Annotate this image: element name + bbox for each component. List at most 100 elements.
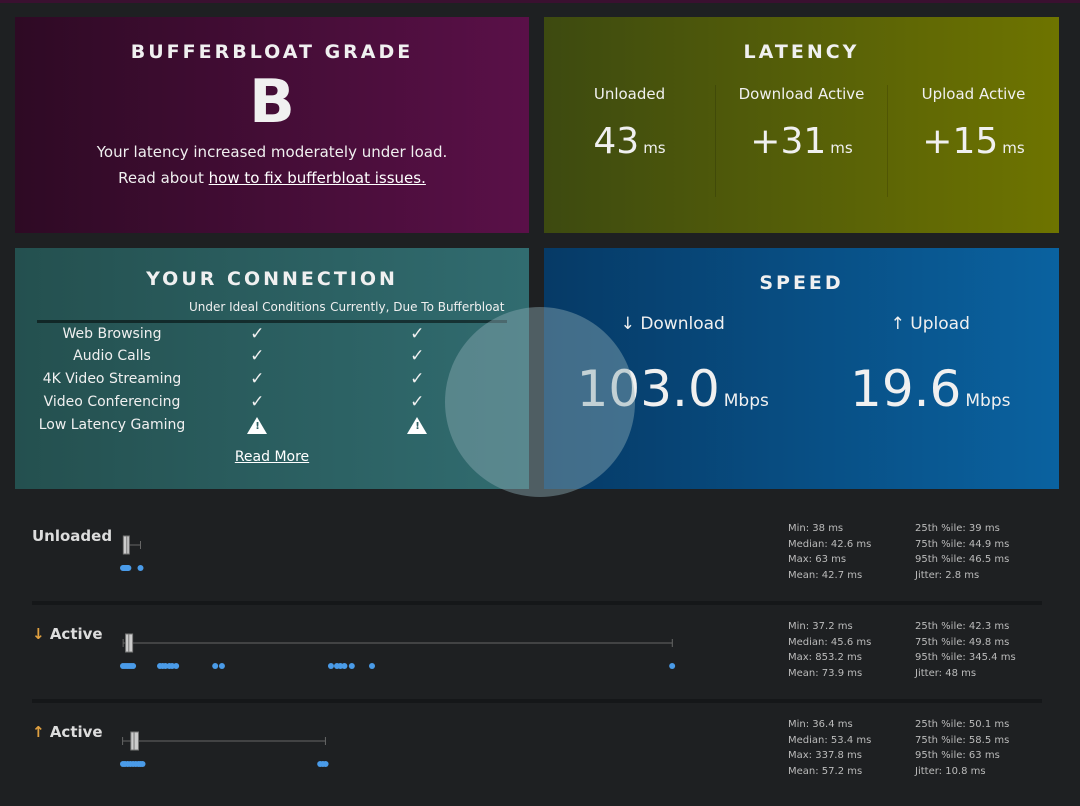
stat-p25: 25th %ile: 50.1 ms bbox=[915, 719, 1010, 730]
latency-detail-row: Unloaded Min: 38 ms 25th %ile: 39 ms Media… bbox=[32, 505, 1042, 603]
stat-p75: 75th %ile: 44.9 ms bbox=[915, 538, 1010, 550]
row-label: Unloaded bbox=[32, 527, 113, 545]
latency-detail-row: ↓ Active Min: 37.2 ms 25th %ile: 42.3 ms M… bbox=[32, 603, 1042, 701]
stat-min: Min: 37.2 ms bbox=[788, 621, 853, 632]
latency-download-active: Download Active +31 ms bbox=[715, 85, 887, 197]
connection-title: YOUR CONNECTION bbox=[146, 268, 398, 290]
check-icon: ✓ bbox=[250, 369, 265, 389]
download-value: 103.0 bbox=[576, 360, 720, 418]
stat-median: Median: 53.4 ms bbox=[788, 734, 872, 746]
download-label: ↓ Download bbox=[620, 314, 725, 334]
interquartile-box bbox=[130, 731, 139, 751]
check-icon: ✓ bbox=[410, 369, 425, 389]
check-icon: ✓ bbox=[250, 346, 265, 366]
stat-p25: 25th %ile: 42.3 ms bbox=[915, 621, 1010, 632]
sample-dot bbox=[369, 663, 376, 669]
stat-max: Max: 63 ms bbox=[788, 554, 847, 565]
col-ideal: Under Ideal Conditions bbox=[187, 300, 328, 323]
warning-icon: ! bbox=[407, 416, 428, 434]
latency-label: Unloaded bbox=[593, 85, 666, 103]
connection-row: Audio Calls ✓ ✓ bbox=[37, 345, 507, 368]
latency-box-plot bbox=[120, 535, 144, 571]
sample-dot bbox=[212, 663, 219, 669]
stat-mean: Mean: 42.7 ms bbox=[788, 569, 863, 581]
grade-message: Your latency increased moderately under … bbox=[96, 143, 448, 161]
latency-unit: ms bbox=[830, 139, 853, 157]
latency-card: LATENCY Unloaded 43 ms Download Active +31 m… bbox=[544, 17, 1059, 233]
check-icon: ✓ bbox=[410, 392, 425, 412]
row-label: Active bbox=[49, 723, 103, 741]
activity-name: Audio Calls bbox=[73, 348, 151, 364]
stat-p95: 95th %ile: 46.5 ms bbox=[915, 554, 1010, 565]
latency-title: LATENCY bbox=[743, 41, 860, 63]
sample-dot bbox=[125, 565, 132, 571]
stat-min: Min: 36.4 ms bbox=[788, 719, 853, 730]
connection-row: Low Latency Gaming!! bbox=[37, 414, 507, 437]
latency-detail-row: ↑ Active Min: 36.4 ms 25th %ile: 50.1 ms M… bbox=[32, 701, 1042, 799]
sample-dot bbox=[322, 761, 329, 767]
row-divider bbox=[32, 699, 1042, 703]
read-more-link[interactable]: Read More bbox=[234, 448, 310, 465]
sample-dot bbox=[130, 663, 137, 669]
activity-name: Web Browsing bbox=[62, 325, 162, 342]
activity-name: Video Conferencing bbox=[43, 394, 181, 410]
upload-unit: Mbps bbox=[965, 391, 1011, 411]
latency-unit: ms bbox=[1002, 139, 1025, 157]
speed-title: SPEED bbox=[759, 272, 844, 294]
latency-value: 43 bbox=[593, 121, 640, 162]
upload-value: 19.6 bbox=[850, 360, 962, 418]
read-about-text: Read about bbox=[118, 169, 209, 187]
stat-p75: 75th %ile: 58.5 ms bbox=[915, 734, 1010, 746]
activity-name: 4K Video Streaming bbox=[42, 371, 182, 387]
sample-dot bbox=[327, 663, 334, 669]
your-connection-card: YOUR CONNECTION Under Ideal Conditions Cu… bbox=[15, 248, 529, 489]
direction-arrow: ↑ bbox=[32, 723, 45, 741]
sample-dot bbox=[137, 565, 144, 571]
stat-max: Max: 337.8 ms bbox=[788, 750, 862, 761]
speed-card: SPEED ↓ Download 103.0 Mbps ↑ Upload 19.6 Mb… bbox=[544, 248, 1059, 489]
connection-table: Under Ideal Conditions Currently, Due To … bbox=[37, 300, 507, 437]
sample-dot bbox=[348, 663, 355, 669]
check-icon: ✓ bbox=[410, 346, 425, 366]
latency-label: Download Active bbox=[738, 85, 865, 103]
warning-icon: ! bbox=[247, 416, 268, 434]
direction-arrow: ↓ bbox=[32, 625, 45, 643]
grade-letter: B bbox=[249, 67, 295, 137]
check-icon: ✓ bbox=[410, 323, 425, 344]
stat-jitter: Jitter: 10.8 ms bbox=[915, 765, 986, 777]
download-unit: Mbps bbox=[723, 391, 769, 411]
stat-p75: 75th %ile: 49.8 ms bbox=[915, 636, 1010, 648]
top-bar bbox=[0, 0, 1080, 3]
stat-p25: 25th %ile: 39 ms bbox=[915, 523, 1000, 534]
latency-box-plot bbox=[120, 731, 329, 767]
latency-box-plot bbox=[120, 633, 676, 669]
stat-jitter: Jitter: 2.8 ms bbox=[915, 569, 980, 581]
watermark-logo bbox=[445, 307, 635, 497]
row-divider bbox=[32, 601, 1042, 605]
latency-unloaded: Unloaded 43 ms bbox=[544, 85, 715, 197]
stat-median: Median: 45.6 ms bbox=[788, 636, 872, 648]
connection-row: Web Browsing ✓ ✓ bbox=[37, 322, 507, 345]
check-icon: ✓ bbox=[250, 392, 265, 412]
sample-dot bbox=[341, 663, 348, 669]
check-icon: ✓ bbox=[250, 323, 265, 344]
latency-label: Upload Active bbox=[921, 85, 1026, 103]
sample-dot bbox=[669, 663, 676, 669]
latency-value: +15 bbox=[922, 121, 999, 162]
col-current: Currently, Due To Bufferbloat bbox=[327, 300, 507, 323]
stat-mean: Mean: 57.2 ms bbox=[788, 765, 863, 777]
bufferbloat-grade-card: BUFFERBLOAT GRADE B Your latency increas… bbox=[15, 17, 529, 233]
fix-bufferbloat-link[interactable]: how to fix bufferbloat issues. bbox=[208, 169, 426, 187]
stat-jitter: Jitter: 48 ms bbox=[915, 667, 977, 679]
activity-name: Low Latency Gaming bbox=[38, 417, 186, 433]
latency-upload-active: Upload Active +15 ms bbox=[887, 85, 1059, 197]
stat-min: Min: 38 ms bbox=[788, 523, 844, 534]
stat-p95: 95th %ile: 345.4 ms bbox=[915, 652, 1016, 663]
stat-p95: 95th %ile: 63 ms bbox=[915, 750, 1000, 761]
download-speed: ↓ Download 103.0 Mbps bbox=[544, 314, 802, 418]
row-label: Active bbox=[49, 625, 103, 643]
upload-speed: ↑ Upload 19.6 Mbps bbox=[802, 314, 1060, 418]
connection-row: Video Conferencing ✓ ✓ bbox=[37, 391, 507, 414]
stat-mean: Mean: 73.9 ms bbox=[788, 667, 863, 679]
sample-dot bbox=[173, 663, 180, 669]
